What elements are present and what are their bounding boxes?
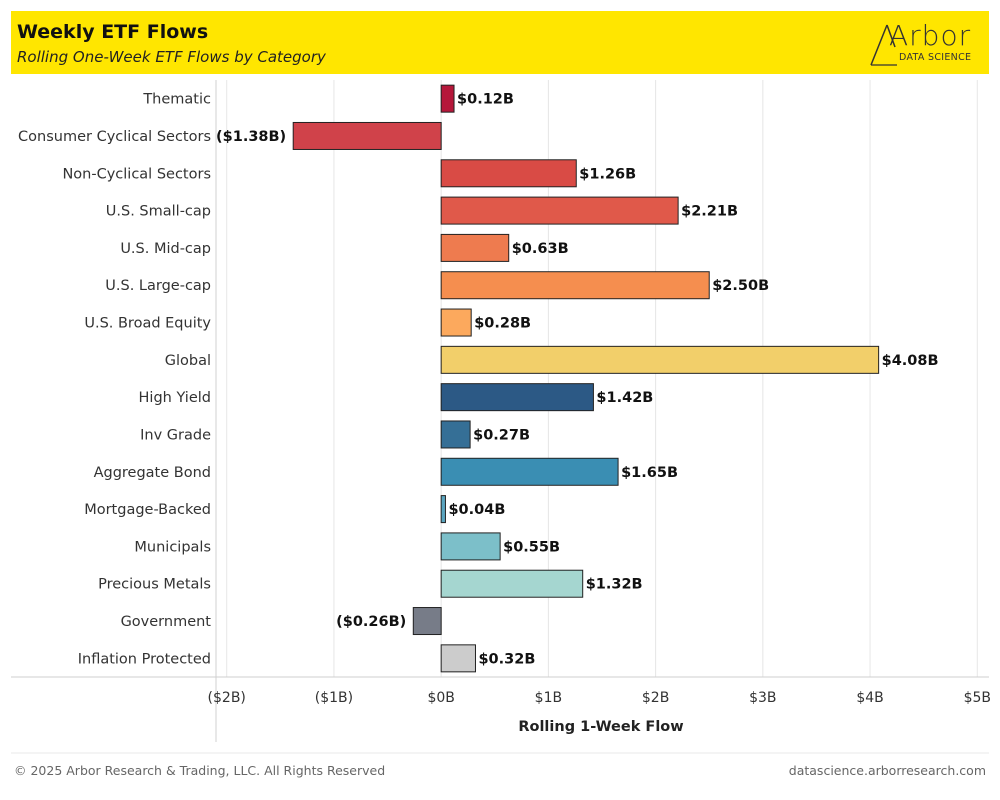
x-tick-label: $5B [964, 690, 991, 706]
category-label: Consumer Cyclical Sectors [18, 129, 211, 145]
data-label: ($0.26B) [336, 614, 406, 630]
value-labels: $0.12B ($1.38B) $1.26B $2.21B $0.63B $2.50B $0… [216, 92, 939, 668]
footer-url: datascience.arborresearch.com [788, 763, 986, 778]
bar [440, 383, 594, 412]
category-label: U.S. Mid-cap [120, 241, 211, 257]
bar [440, 532, 501, 561]
logo-word: Arbor [889, 19, 972, 52]
x-axis-ticks: ($2B) ($1B) $0B $1B $2B $3B $4B $5B [208, 690, 991, 706]
data-label: $2.21B [681, 204, 738, 220]
bar [440, 345, 880, 374]
category-label: U.S. Large-cap [105, 278, 211, 294]
data-label: $0.12B [457, 92, 514, 108]
category-label: Mortgage-Backed [84, 502, 211, 518]
x-tick-label: ($1B) [315, 690, 353, 706]
x-tick-label: $2B [642, 690, 669, 706]
bars [292, 84, 880, 673]
category-label: U.S. Broad Equity [84, 316, 211, 332]
data-label: $0.32B [478, 651, 535, 667]
category-label: High Yield [139, 390, 211, 406]
category-label: Inflation Protected [78, 651, 211, 667]
category-label: Global [165, 353, 211, 369]
bar [440, 644, 476, 673]
data-label: $2.50B [712, 278, 769, 294]
bar [440, 569, 584, 598]
category-labels: Thematic Consumer Cyclical Sectors Non-Cyc… [18, 92, 211, 668]
data-label: $0.55B [503, 539, 560, 555]
bar [440, 271, 710, 300]
category-label: U.S. Small-cap [106, 204, 211, 220]
data-label: $1.42B [596, 390, 653, 406]
chart-header: Weekly ETF Flows Rolling One-Week ETF Fl… [11, 11, 989, 74]
bar [440, 233, 510, 262]
bar [440, 84, 455, 113]
category-label: Aggregate Bond [94, 465, 211, 481]
x-tick-label: $0B [427, 690, 454, 706]
arbor-logo-mark [870, 24, 897, 66]
bar [440, 495, 446, 524]
x-axis-title: Rolling 1-Week Flow [518, 719, 683, 735]
category-label: Non-Cyclical Sectors [62, 166, 211, 182]
data-label: $1.26B [579, 166, 636, 182]
x-tick-label: ($2B) [208, 690, 246, 706]
x-tick-label: $3B [749, 690, 776, 706]
data-label: ($1.38B) [216, 129, 286, 145]
bar [440, 196, 679, 225]
category-label: Thematic [142, 92, 211, 108]
data-label: $0.28B [474, 316, 531, 332]
data-label: $4.08B [882, 353, 939, 369]
category-label: Inv Grade [140, 427, 211, 443]
data-label: $1.32B [586, 577, 643, 593]
category-label: Precious Metals [98, 577, 211, 593]
logo-subtext: DATA SCIENCE [899, 52, 972, 63]
arbor-logo: Arbor DATA SCIENCE [869, 17, 981, 69]
data-label: $0.04B [448, 502, 505, 518]
category-label: Government [121, 614, 212, 630]
x-tick-label: $1B [535, 690, 562, 706]
bar [440, 159, 577, 188]
bar [440, 420, 471, 449]
bar [292, 121, 442, 150]
chart-title: Weekly ETF Flows [17, 21, 209, 43]
x-tick-label: $4B [856, 690, 883, 706]
chart-subtitle: Rolling One-Week ETF Flows by Category [17, 48, 326, 66]
copyright-text: © 2025 Arbor Research & Trading, LLC. Al… [14, 763, 386, 778]
chart-frame [11, 80, 989, 754]
data-label: $1.65B [621, 465, 678, 481]
bar [440, 457, 619, 486]
data-label: $0.27B [473, 427, 530, 443]
bar [412, 607, 442, 636]
category-label: Municipals [134, 539, 211, 555]
bar [440, 308, 472, 337]
data-label: $0.63B [512, 241, 569, 257]
